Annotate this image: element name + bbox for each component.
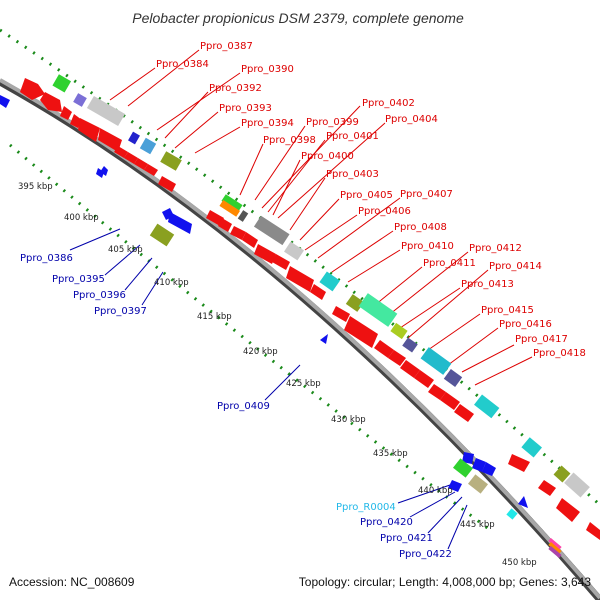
feature-box [284, 241, 304, 261]
feature-box [358, 293, 398, 327]
forward-gene-labels: Ppro_0387 Ppro_0384 Ppro_0390 Ppro_0392 … [156, 41, 586, 359]
feature-box [548, 541, 562, 555]
feature-box [506, 508, 518, 520]
kbp-tick: 440 kbp [418, 486, 453, 496]
gene-label[interactable]: Ppro_0392 [209, 83, 262, 94]
gene-label[interactable]: Ppro_0412 [469, 243, 522, 254]
feature-box [553, 465, 571, 483]
feature-box [443, 369, 463, 387]
kbp-tick: 405 kbp [108, 245, 143, 255]
gene-label[interactable]: Ppro_0393 [219, 103, 272, 114]
gene-label[interactable]: Ppro_0407 [400, 189, 453, 200]
gene-label[interactable]: Ppro_0421 [380, 533, 433, 544]
genome-summary-text: Topology: circular; Length: 4,008,000 bp… [299, 575, 592, 589]
forward-callout-lines [109, 49, 533, 386]
feature-box [564, 472, 590, 498]
gene-label[interactable]: Ppro_0404 [385, 114, 438, 125]
kbp-tick-labels: 395 kbp 400 kbp 405 kbp 410 kbp 415 kbp … [18, 182, 537, 568]
gene-label[interactable]: Ppro_0387 [200, 41, 253, 52]
feature-box [86, 95, 126, 127]
kbp-tick: 420 kbp [243, 347, 278, 357]
gene-label[interactable]: Ppro_0401 [326, 131, 379, 142]
feature-box [221, 194, 243, 212]
gene-label[interactable]: Ppro_0410 [401, 241, 454, 252]
gene-label[interactable]: Ppro_0405 [340, 190, 393, 201]
gene-label[interactable]: Ppro_0409 [217, 401, 270, 412]
gene-label[interactable]: Ppro_0422 [399, 549, 452, 560]
reverse-gene-labels: Ppro_0386 Ppro_0395 Ppro_0396 Ppro_0397 … [20, 253, 452, 560]
gene-label[interactable]: Ppro_0386 [20, 253, 73, 264]
reverse-gene-arrows [0, 95, 528, 508]
gene-label[interactable]: Ppro_0384 [156, 59, 209, 70]
genome-backbone-shadow [0, 78, 600, 600]
gene-label[interactable]: Ppro_0396 [73, 290, 126, 301]
feature-box [402, 337, 418, 353]
gene-label[interactable]: Ppro_0406 [358, 206, 411, 217]
feature-box [160, 151, 182, 171]
kbp-tick: 430 kbp [331, 415, 366, 425]
kbp-tick: 445 kbp [460, 520, 495, 530]
reverse-callout-lines [69, 228, 468, 550]
feature-box [345, 294, 365, 312]
gc-track-inner [9, 143, 491, 532]
feature-box [319, 271, 340, 292]
kbp-tick: 425 kbp [286, 379, 321, 389]
gene-label[interactable]: Ppro_0398 [263, 135, 316, 146]
feature-box [420, 347, 452, 375]
accession-text: Accession: NC_008609 [9, 575, 135, 589]
feature-box [52, 74, 72, 93]
kbp-tick: 400 kbp [64, 213, 99, 223]
feature-box [149, 223, 175, 247]
kbp-tick: 450 kbp [502, 558, 537, 568]
gene-label[interactable]: Ppro_0395 [52, 274, 105, 285]
gene-label[interactable]: Ppro_0403 [326, 169, 379, 180]
feature-box [390, 322, 408, 340]
feature-box [73, 93, 87, 107]
kbp-tick: 395 kbp [18, 182, 53, 192]
feature-box [139, 137, 157, 155]
kbp-tick: 410 kbp [154, 278, 189, 288]
gene-label[interactable]: Ppro_0413 [461, 279, 514, 290]
feature-box [521, 437, 542, 458]
genome-backbone [0, 78, 600, 600]
feature-box [253, 215, 290, 246]
forward-feature-track [52, 74, 590, 498]
kbp-tick: 415 kbp [197, 312, 232, 322]
reverse-feature-track [149, 223, 562, 559]
gene-label[interactable]: Ppro_0394 [241, 118, 294, 129]
gene-label[interactable]: Ppro_0411 [423, 258, 476, 269]
feature-box [128, 131, 140, 145]
feature-box [453, 458, 473, 478]
gene-label[interactable]: Ppro_0397 [94, 306, 147, 317]
gene-label[interactable]: Ppro_0420 [360, 517, 413, 528]
feature-box [468, 474, 488, 494]
gene-label[interactable]: Ppro_0417 [515, 334, 568, 345]
gene-label[interactable]: Ppro_R0004 [336, 502, 396, 513]
feature-box [237, 210, 249, 222]
feature-box [219, 200, 241, 217]
forward-gene-arrows [20, 78, 600, 540]
kbp-tick: 435 kbp [373, 449, 408, 459]
gene-label[interactable]: Ppro_0418 [533, 348, 586, 359]
gene-label[interactable]: Ppro_0400 [301, 151, 354, 162]
gene-label[interactable]: Ppro_0408 [394, 222, 447, 233]
map-title: Pelobacter propionicus DSM 2379, complet… [132, 10, 464, 26]
gene-label[interactable]: Ppro_0402 [362, 98, 415, 109]
gene-label[interactable]: Ppro_0399 [306, 117, 359, 128]
feature-box [474, 394, 500, 419]
feature-box [548, 537, 562, 551]
gene-label[interactable]: Ppro_0416 [499, 319, 552, 330]
gene-label[interactable]: Ppro_0390 [241, 64, 294, 75]
gene-label[interactable]: Ppro_0415 [481, 305, 534, 316]
gene-label[interactable]: Ppro_0414 [489, 261, 542, 272]
feature-box [548, 545, 562, 559]
